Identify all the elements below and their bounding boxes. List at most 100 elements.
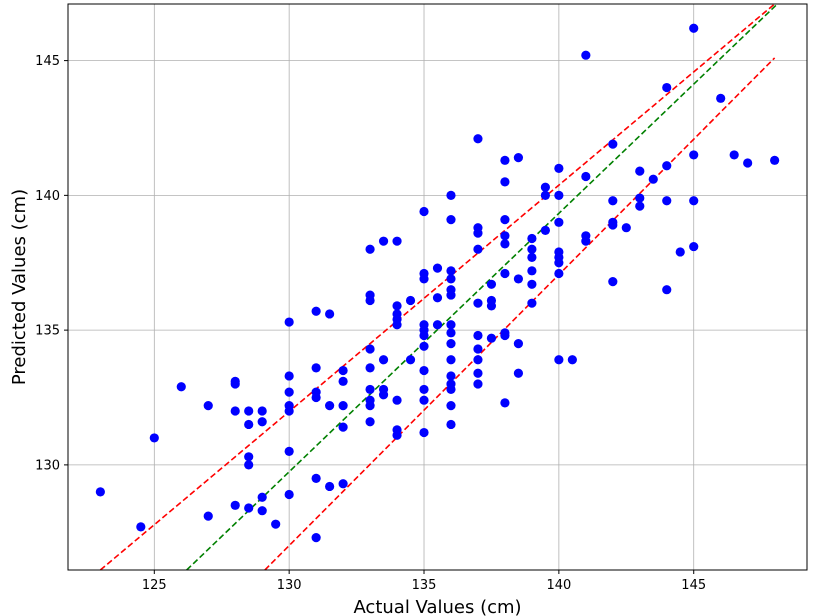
data-point xyxy=(473,379,483,389)
data-point xyxy=(392,430,402,440)
data-point xyxy=(419,274,429,284)
data-point xyxy=(554,163,564,174)
data-point xyxy=(244,503,254,513)
data-point xyxy=(446,371,456,381)
data-point xyxy=(500,330,510,341)
data-point xyxy=(500,215,510,225)
data-point xyxy=(540,225,550,235)
data-point xyxy=(432,320,443,330)
grid xyxy=(68,4,807,570)
data-point xyxy=(716,93,726,103)
data-point xyxy=(392,301,402,311)
data-point xyxy=(473,368,483,378)
data-point xyxy=(284,317,294,327)
data-point xyxy=(392,236,402,246)
data-point xyxy=(257,417,267,427)
data-point xyxy=(284,446,294,457)
y-axis-ticks: 130 135 140 145 xyxy=(35,54,68,473)
data-point xyxy=(527,298,537,308)
data-point xyxy=(95,487,105,497)
data-point xyxy=(486,333,497,343)
data-point xyxy=(473,244,483,254)
data-point xyxy=(284,489,294,500)
data-point xyxy=(419,341,429,351)
data-points xyxy=(95,23,780,543)
data-point xyxy=(554,190,564,200)
data-point xyxy=(513,274,524,284)
data-point xyxy=(689,150,699,160)
data-point xyxy=(675,247,685,257)
data-point xyxy=(581,50,591,60)
data-point xyxy=(486,301,497,311)
data-point xyxy=(608,220,618,230)
data-point xyxy=(446,328,456,338)
x-tick-label: 145 xyxy=(681,578,706,593)
data-point xyxy=(554,355,564,365)
data-point xyxy=(365,344,375,354)
x-tick-label: 125 xyxy=(142,578,167,593)
data-point xyxy=(338,479,348,489)
data-point xyxy=(311,363,321,373)
data-point xyxy=(365,417,375,427)
data-point xyxy=(365,295,375,306)
data-point xyxy=(473,355,483,365)
reference-line-1 xyxy=(99,3,776,571)
data-point xyxy=(473,134,483,144)
data-point xyxy=(365,400,375,411)
data-point xyxy=(284,371,294,381)
data-point xyxy=(203,400,213,411)
data-point xyxy=(446,384,456,395)
data-point xyxy=(567,355,577,365)
data-point xyxy=(257,506,267,516)
data-point xyxy=(635,201,645,211)
data-point xyxy=(500,155,510,165)
data-point xyxy=(419,365,429,376)
data-point xyxy=(635,166,645,176)
x-axis-label: Actual Values (cm) xyxy=(353,597,521,616)
data-point xyxy=(446,266,456,276)
reference-lines xyxy=(99,3,778,571)
data-point xyxy=(635,193,645,203)
data-point xyxy=(662,161,672,171)
data-point xyxy=(513,339,524,349)
data-point xyxy=(554,268,564,279)
data-point xyxy=(244,419,254,430)
data-point xyxy=(392,320,402,330)
data-point xyxy=(540,182,550,192)
data-point xyxy=(176,382,186,392)
x-tick-label: 135 xyxy=(412,578,437,593)
data-point xyxy=(527,233,537,244)
data-point xyxy=(230,379,240,389)
data-point xyxy=(527,266,537,276)
data-point xyxy=(608,139,618,149)
data-point xyxy=(378,355,389,365)
data-point xyxy=(284,406,294,416)
data-point xyxy=(419,384,429,395)
data-point xyxy=(284,387,294,397)
data-point xyxy=(486,279,497,289)
y-tick-label: 145 xyxy=(35,54,60,69)
data-point xyxy=(608,196,618,206)
data-point xyxy=(311,392,321,403)
data-point xyxy=(325,400,335,411)
data-point xyxy=(540,190,550,200)
y-axis-label: Predicted Values (cm) xyxy=(9,189,30,385)
data-point xyxy=(230,500,240,510)
data-point xyxy=(446,274,456,284)
data-point xyxy=(743,158,753,168)
data-point xyxy=(365,384,375,395)
data-point xyxy=(500,268,510,279)
data-point xyxy=(311,533,321,543)
data-point xyxy=(378,236,389,246)
reference-line-2 xyxy=(186,3,778,571)
data-point xyxy=(473,228,483,238)
data-point xyxy=(554,258,564,268)
data-point xyxy=(446,290,456,300)
data-point xyxy=(338,422,348,432)
data-point xyxy=(554,217,564,227)
x-axis-ticks: 125 130 135 140 145 xyxy=(142,570,706,593)
data-point xyxy=(648,174,658,184)
x-tick-label: 140 xyxy=(546,578,571,593)
data-point xyxy=(473,344,483,354)
